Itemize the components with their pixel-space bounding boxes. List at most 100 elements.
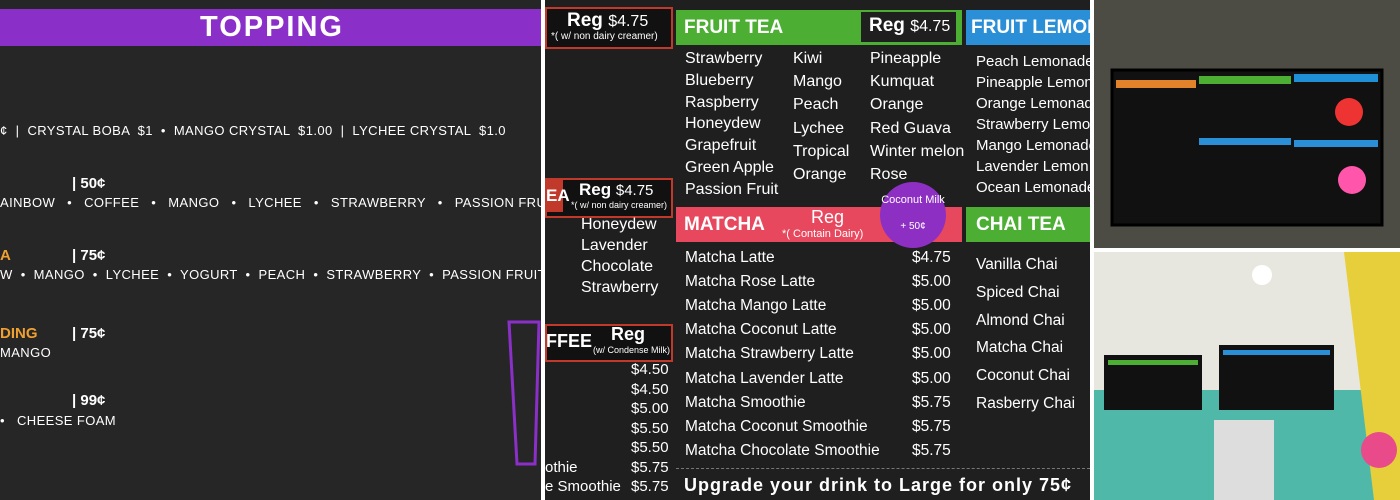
menu-item: Tropical [793, 142, 850, 160]
menu-item: Honeydew [581, 216, 657, 233]
reg-label: Reg [579, 180, 612, 199]
menu-item: Red Guava [870, 119, 951, 137]
menu-item: Matcha Mango Latte [685, 297, 827, 315]
section-price: | 75¢ [72, 325, 106, 342]
milk-tea-header [545, 7, 673, 49]
menu-item: Peach [793, 96, 839, 114]
menu-item: Lavender [581, 237, 648, 254]
menu-item: Matcha Coconut Smoothie [685, 417, 868, 435]
badge [880, 182, 946, 248]
menu-item: Matcha Chai [976, 339, 1064, 357]
section-heading: DING [0, 325, 38, 342]
menu-price: $5.00 [912, 321, 951, 339]
menu-item: Rose [870, 166, 908, 183]
menu-item: Ocean Lemonade [976, 179, 1090, 196]
menu-item: Lychee [793, 119, 844, 137]
menu-item: Grapefruit [685, 137, 757, 155]
menu-item: Coconut Chai [976, 367, 1070, 385]
menu-item: othie [545, 458, 578, 476]
menu-item: e Smoothie [545, 478, 621, 495]
badge-price: + 50¢ [900, 221, 926, 232]
menu-item: Chocolate [581, 258, 654, 275]
menu-item: Passion Fruit [685, 180, 779, 198]
menu-item: Strawberry [581, 279, 659, 296]
section-price: | 99¢ [72, 392, 106, 409]
menu-item: Lavender Lemon [976, 158, 1089, 175]
cup-icon [507, 320, 541, 466]
section-title: FFEE [546, 331, 593, 351]
note: *( w/ non dairy creamer) [571, 200, 668, 210]
menu-item: Kumquat [870, 73, 935, 91]
menu-item: Matcha Lavender Latte [685, 369, 844, 387]
menu-price: $5.00 [912, 369, 951, 387]
menu-item: Mango Lemonade [976, 137, 1090, 154]
menu-price: $4.50 [631, 361, 669, 378]
menu-item: Green Apple [685, 159, 774, 176]
section-price: | 75¢ [72, 247, 106, 264]
menu-item: Kiwi [793, 50, 823, 67]
note: (w/ Condense Milk) [593, 345, 671, 355]
menu-price: $5.75 [631, 478, 669, 495]
menu-price: $5.00 [912, 273, 951, 291]
topping-board: TOPPING ¢ | CRYSTAL BOBA $1 • MANGO CRYS… [0, 0, 541, 500]
menu-item: Orange Lemonade [976, 95, 1090, 112]
menu-item: Matcha Strawberry Latte [685, 345, 854, 363]
menu-price: $5.75 [631, 458, 669, 476]
menu-price: $5.50 [631, 439, 669, 456]
title: TOPPING [200, 11, 344, 43]
topping-items: • CHEESE FOAM [0, 413, 117, 428]
menu-price: $5.75 [912, 417, 951, 435]
menu-price: $5.50 [631, 419, 669, 437]
price: $4.75 [608, 13, 649, 30]
note: *( w/ non dairy creamer) [551, 31, 658, 42]
topping-items: AINBOW • COFFEE • MANGO • LYCHEE • STRAW… [0, 195, 541, 210]
reg-label: Reg [567, 10, 603, 31]
menu-item: Matcha Latte [685, 249, 775, 266]
title-bar [0, 9, 541, 46]
section-title: FRUIT LEMON [971, 17, 1090, 38]
menu-price: $5.00 [912, 345, 951, 363]
reg-label: Reg [811, 207, 845, 227]
menu-item: Matcha Smoothie [685, 393, 806, 411]
menu-price: $5.00 [912, 297, 951, 315]
menu-item: Peach Lemonade [976, 53, 1090, 70]
menu-item: Pineapple Lemon [976, 74, 1090, 91]
reg-label: Reg [869, 15, 905, 36]
tea-header [545, 178, 673, 218]
menu-item: Matcha Coconut Latte [685, 321, 837, 339]
menu-board: Reg $4.75 *( w/ non dairy creamer) EA Re… [545, 0, 1090, 500]
menu-item: Honeydew [685, 115, 761, 133]
topping-items: MANGO [0, 345, 52, 360]
menu-price: $5.75 [912, 441, 951, 459]
menu-item: Pineapple [870, 50, 942, 67]
price: $4.75 [910, 18, 951, 35]
section-title: MATCHA [684, 214, 765, 235]
menu-item: Spiced Chai [976, 283, 1060, 301]
coffee-header [545, 324, 673, 362]
menu-item: Winter melon [870, 142, 965, 160]
menu-item: Orange [870, 96, 924, 114]
menu-item: Matcha Rose Latte [685, 273, 816, 291]
footer: Upgrade your drink to Large for only 75¢ [684, 475, 1073, 495]
price: $4.75 [615, 182, 654, 199]
menu-item: Mango [793, 73, 842, 91]
menu-item: Strawberry [685, 50, 763, 67]
menu-price: $5.75 [912, 393, 951, 411]
menu-item: Orange [793, 166, 847, 183]
menu-item: Strawberry Lemo [976, 116, 1090, 133]
lemonade-bar [966, 10, 1090, 45]
menu-item: Matcha Chocolate Smoothie [685, 441, 880, 459]
note: *( Contain Dairy) [782, 228, 864, 240]
section-title: CHAI TEA [976, 214, 1066, 235]
photos [1094, 0, 1400, 500]
menu-item: Rasberry Chai [976, 395, 1076, 412]
section-price: | 50¢ [72, 175, 106, 192]
menu-price: $4.50 [631, 380, 669, 398]
section-heading: A [0, 247, 11, 264]
topping-items: ¢ | CRYSTAL BOBA $1 • MANGO CRYSTAL $1.0… [0, 123, 506, 138]
menu-price: $4.75 [912, 249, 951, 266]
topping-items: W • MANGO • LYCHEE • YOGURT • PEACH • ST… [0, 267, 541, 282]
menu-item: Raspberry [685, 93, 759, 111]
menu-price: $5.00 [631, 400, 669, 417]
badge-text: Coconut Milk [881, 194, 945, 206]
